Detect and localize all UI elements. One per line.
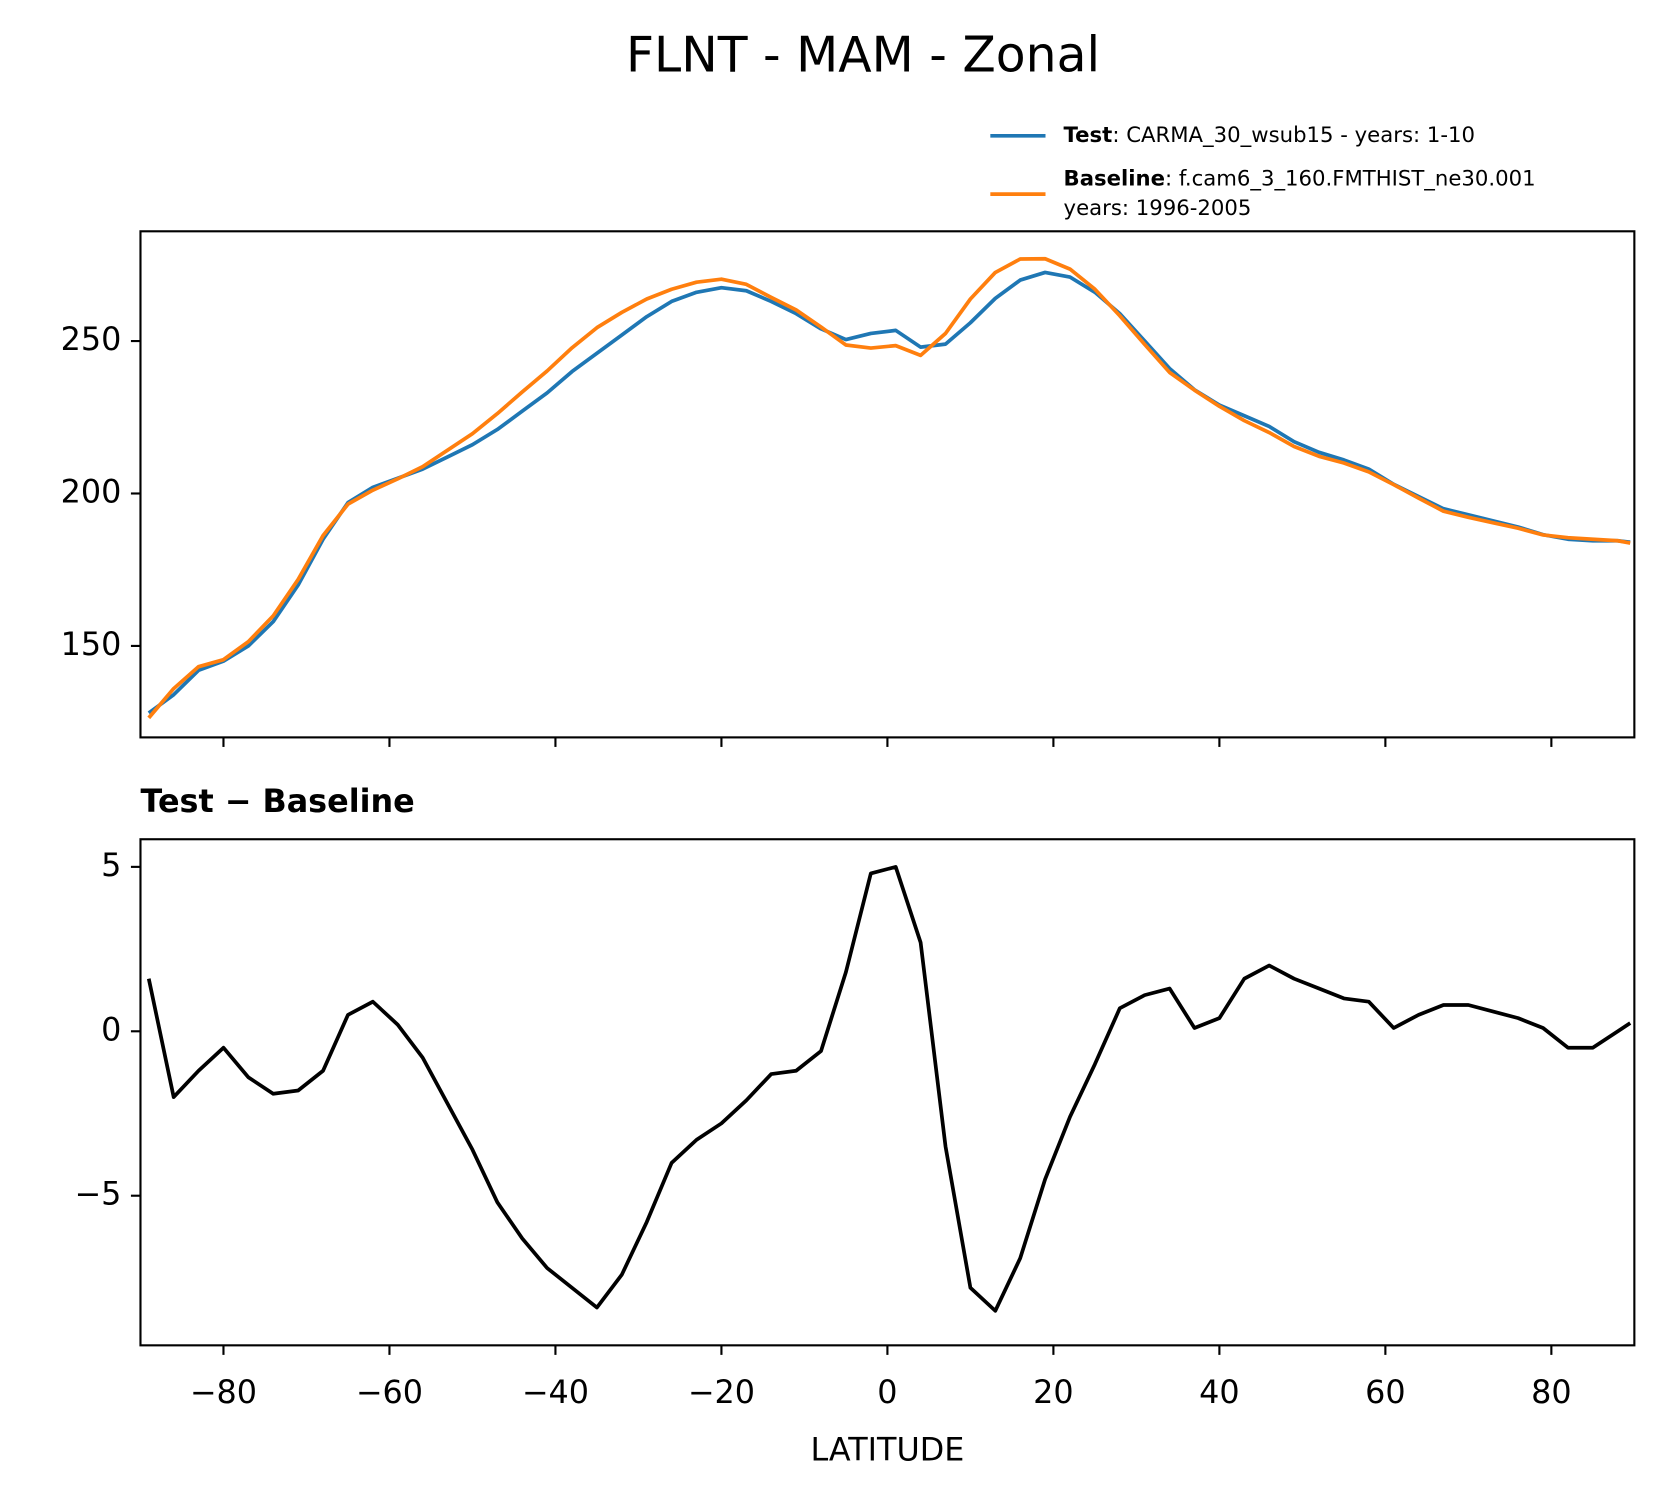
y-tick-label: −5 [74, 1175, 121, 1213]
data-line [147, 256, 1631, 720]
x-tick-label: 0 [877, 1373, 897, 1411]
legend-label: Test: CARMA_30_wsub15 - years: 1-10 [1064, 123, 1475, 148]
legend-label: years: 1996-2005 [1064, 196, 1252, 221]
legend-description: : CARMA_30_wsub15 - years: 1-10 [1112, 123, 1475, 148]
x-tick-label: 20 [1033, 1373, 1073, 1411]
x-tick-label: −80 [190, 1373, 257, 1411]
x-tick-label: 60 [1365, 1373, 1405, 1411]
x-tick-label: −60 [356, 1373, 423, 1411]
legend-label: Baseline: f.cam6_3_160.FMTHIST_ne30.001 [1064, 166, 1536, 191]
x-tick-label: 40 [1199, 1373, 1239, 1411]
y-tick-label: 200 [61, 472, 122, 510]
legend-name: Test [1064, 123, 1113, 148]
x-tick-label: −40 [522, 1373, 589, 1411]
y-tick-label: 5 [101, 846, 121, 884]
x-axis-label: LATITUDE [810, 1430, 964, 1468]
figure-title: FLNT - MAM - Zonal [626, 26, 1100, 83]
axes-frame [139, 838, 1636, 1347]
axes-frame [139, 230, 1636, 739]
y-tick-label: 150 [61, 625, 122, 663]
panel-title: Test − Baseline [140, 782, 414, 820]
x-tick-label: −20 [688, 1373, 755, 1411]
legend-description: : f.cam6_3_160.FMTHIST_ne30.001 [1165, 166, 1536, 191]
x-tick-label: 80 [1531, 1373, 1571, 1411]
y-tick-label: 250 [61, 320, 122, 358]
data-line [146, 865, 1632, 1313]
legend-description: years: 1996-2005 [1064, 196, 1252, 221]
legend-name: Baseline [1064, 166, 1165, 191]
y-tick-label: 0 [101, 1010, 121, 1048]
